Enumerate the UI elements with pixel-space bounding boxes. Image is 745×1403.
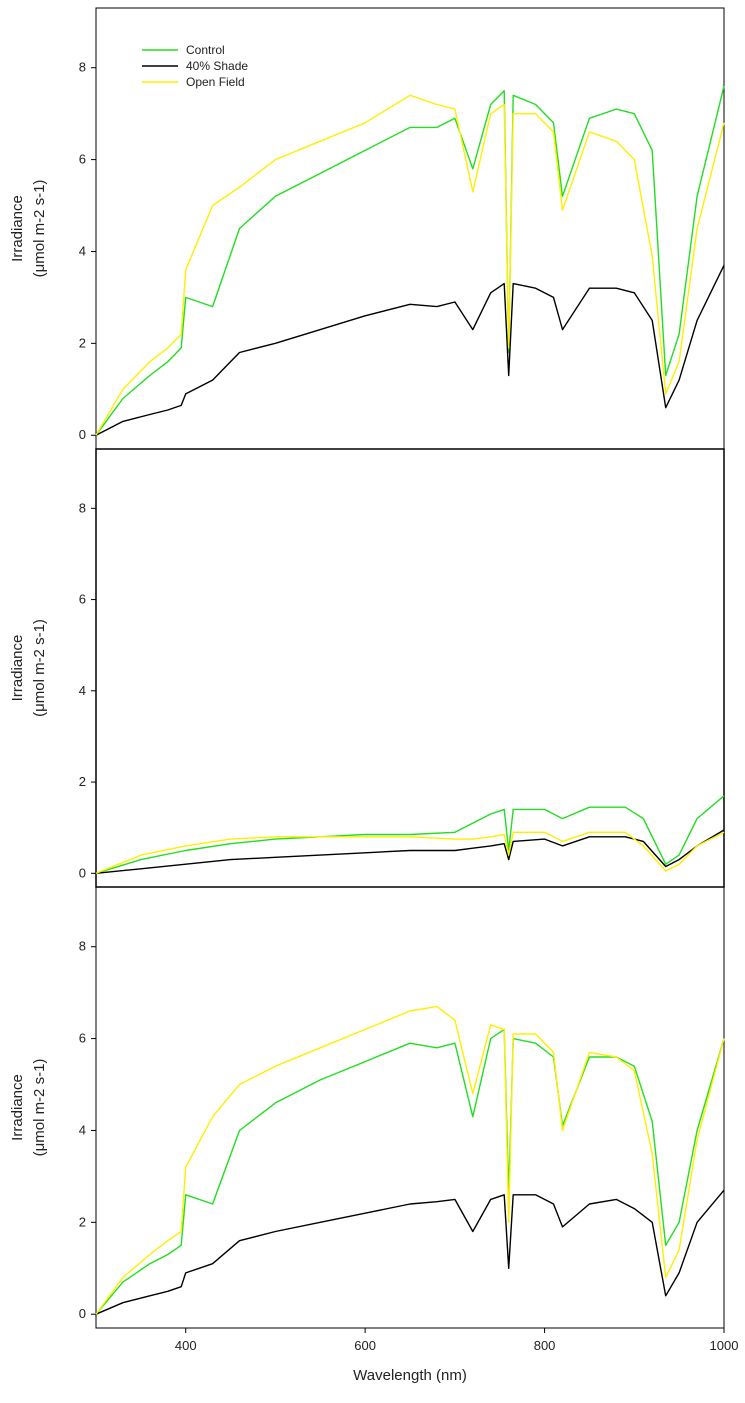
y-tick-label-top: 0 xyxy=(79,427,86,442)
series-line-control-middle xyxy=(95,795,725,874)
x-axis-title: Wavelength (nm) xyxy=(353,1367,467,1384)
y-tick-label-middle: 4 xyxy=(79,683,86,698)
series-line-control-bottom xyxy=(95,1028,725,1315)
y-tick-label-bottom: 0 xyxy=(79,1306,86,1321)
series-line-open-field-top xyxy=(95,94,725,436)
y-tick-label-middle: 6 xyxy=(79,592,86,607)
y-axis-title-middle: Irradiance xyxy=(9,635,26,702)
y-tick-label-bottom: 2 xyxy=(79,1214,86,1229)
legend-label: Control xyxy=(186,43,225,57)
x-tick-label: 800 xyxy=(534,1338,556,1353)
y-tick-label-middle: 0 xyxy=(79,865,86,880)
y-axis-title-top: Irradiance xyxy=(9,195,26,262)
x-tick-label: 400 xyxy=(175,1338,197,1353)
series-line-open-field-bottom xyxy=(95,1005,725,1315)
legend-label: Open Field xyxy=(186,75,245,89)
series-line-40-shade-bottom xyxy=(95,1189,725,1315)
y-tick-label-top: 6 xyxy=(79,152,86,167)
series-line-40-shade-top xyxy=(95,264,725,436)
plot-frame-middle xyxy=(95,448,725,888)
x-tick-label: 1000 xyxy=(710,1338,739,1353)
y-tick-label-bottom: 4 xyxy=(79,1122,86,1137)
y-axis-title-bottom: Irradiance xyxy=(9,1074,26,1141)
plot-frame-bottom xyxy=(95,886,725,1329)
y-tick-label-bottom: 6 xyxy=(79,1031,86,1046)
y-axis-units-bottom: (μmol m-2 s-1) xyxy=(31,1059,48,1157)
y-tick-label-top: 2 xyxy=(79,335,86,350)
y-tick-label-top: 4 xyxy=(79,243,86,258)
x-tick-label: 600 xyxy=(354,1338,376,1353)
y-axis-units-middle: (μmol m-2 s-1) xyxy=(31,619,48,717)
legend-label: 40% Shade xyxy=(186,59,248,73)
series-line-control-top xyxy=(95,85,725,436)
y-tick-label-bottom: 8 xyxy=(79,939,86,954)
series-line-40-shade-middle xyxy=(95,829,725,874)
y-tick-label-middle: 8 xyxy=(79,500,86,515)
y-tick-label-top: 8 xyxy=(79,60,86,75)
series-line-open-field-middle xyxy=(95,831,725,874)
y-tick-label-middle: 2 xyxy=(79,774,86,789)
y-axis-units-top: (μmol m-2 s-1) xyxy=(31,180,48,278)
